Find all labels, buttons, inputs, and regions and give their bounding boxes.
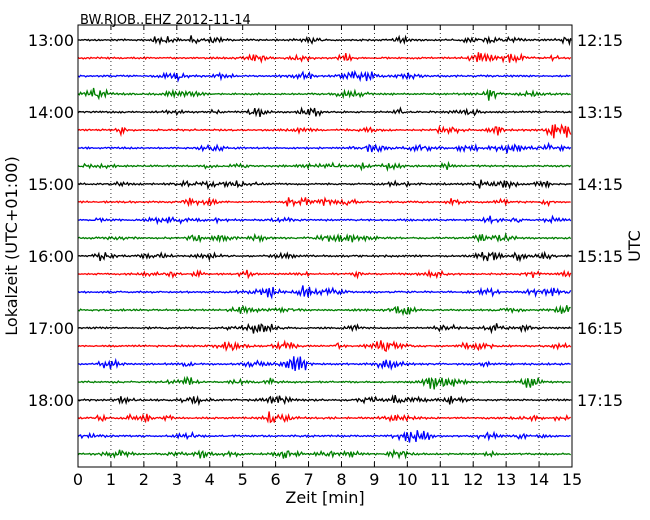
trace-line (77, 250, 571, 263)
x-tick-label: 0 (73, 470, 83, 489)
trace-line (77, 123, 572, 139)
right-tick-label: 14:15 (577, 175, 623, 194)
x-tick-label: 3 (172, 470, 182, 489)
trace-line (77, 69, 571, 83)
x-tick-label: 7 (303, 470, 313, 489)
trace-line (77, 87, 571, 101)
trace-line (77, 285, 572, 300)
left-axis-ticks: 13:00 14:00 15:00 16:00 17:00 18:00 (28, 31, 83, 410)
x-tick-label: 2 (139, 470, 149, 489)
right-axis-ticks: 12:15 13:15 14:15 15:15 16:15 17:15 (567, 31, 623, 410)
x-tick-label: 9 (369, 470, 379, 489)
x-tick-label: 13 (496, 470, 516, 489)
trace-line (77, 304, 571, 317)
trace-line (77, 214, 572, 226)
trace-line (77, 196, 571, 208)
x-tick-label: 4 (205, 470, 215, 489)
left-tick-label: 14:00 (28, 103, 74, 122)
trace-line (77, 231, 572, 244)
left-tick-label: 17:00 (28, 319, 74, 338)
trace-line (77, 339, 572, 353)
right-axis-label: UTC (625, 230, 644, 262)
x-tick-label: 8 (336, 470, 346, 489)
left-tick-label: 18:00 (28, 391, 74, 410)
x-tick-label: 10 (397, 470, 417, 489)
x-axis-label: Zeit [min] (285, 488, 364, 507)
trace-line (77, 106, 572, 118)
trace-line (77, 34, 572, 47)
left-tick-label: 15:00 (28, 175, 74, 194)
trace-line (77, 160, 572, 172)
x-tick-label: 15 (562, 470, 582, 489)
x-tick-label: 14 (529, 470, 549, 489)
trace-line (77, 179, 571, 191)
left-tick-label: 16:00 (28, 247, 74, 266)
x-tick-label: 11 (430, 470, 450, 489)
plot-frame (77, 24, 573, 468)
trace-line (77, 322, 572, 335)
chart-title: BW.RJOB..EHZ 2012-11-14 (80, 13, 251, 28)
x-tick-label: 6 (271, 470, 281, 489)
trace-line (77, 356, 571, 372)
trace-line (77, 52, 572, 64)
trace-line (77, 448, 572, 460)
right-tick-label: 12:15 (577, 31, 623, 50)
right-tick-label: 13:15 (577, 103, 623, 122)
x-tick-label: 1 (106, 470, 116, 489)
trace-line (77, 430, 571, 443)
trace-line (77, 375, 571, 390)
vertical-grid (110, 25, 540, 467)
left-tick-label: 13:00 (28, 31, 74, 50)
left-axis-label: Lokalzeit (UTC+01:00) (2, 156, 21, 335)
trace-line (77, 394, 572, 407)
seismic-traces (77, 34, 572, 460)
right-tick-label: 16:15 (577, 319, 623, 338)
x-tick-label: 12 (463, 470, 483, 489)
x-axis-ticks: 0 1 2 3 4 5 6 7 8 9 10 11 12 13 14 15 (73, 25, 582, 489)
trace-line (77, 411, 572, 424)
x-tick-label: 5 (238, 470, 248, 489)
right-tick-label: 15:15 (577, 247, 623, 266)
right-tick-label: 17:15 (577, 391, 623, 410)
trace-line (77, 268, 572, 280)
trace-line (77, 141, 572, 154)
